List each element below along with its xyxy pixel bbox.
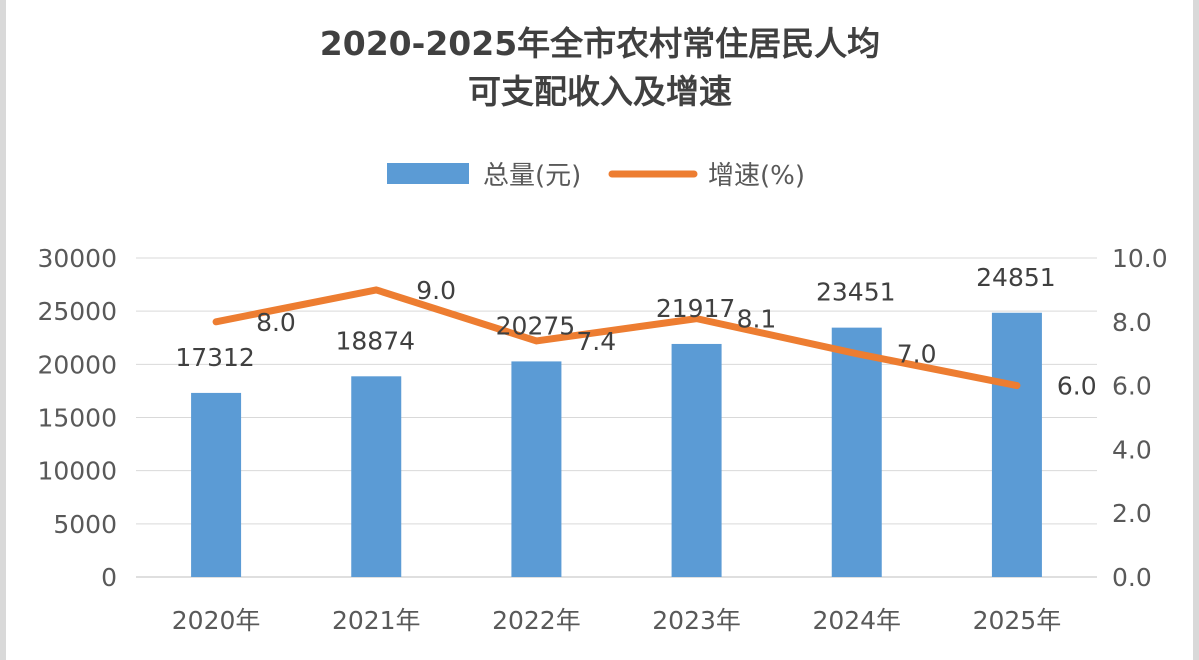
y-left-tick-label: 20000 [37, 350, 117, 379]
bar-value-label: 23451 [816, 278, 896, 307]
y-left-tick-label: 15000 [37, 404, 117, 433]
bar-value-label: 18874 [335, 326, 415, 355]
y-left-tick-label: 0 [101, 563, 117, 592]
y-right-tick-label: 2.0 [1112, 499, 1152, 528]
y-right-tick-label: 4.0 [1112, 435, 1152, 464]
bar-series [191, 312, 1042, 577]
line-value-label: 8.1 [737, 305, 777, 334]
legend-line-label: 增速(%) [708, 161, 805, 191]
bar-data-labels: 17312 18874 20275 21917 23451 24851 [175, 263, 1055, 372]
bar [991, 312, 1042, 577]
line-series [212, 286, 1021, 390]
bar [351, 376, 402, 577]
line-value-label: 8.0 [256, 308, 296, 337]
line-value-label: 9.0 [416, 276, 456, 305]
x-tick-label: 2024年 [812, 606, 901, 635]
y-right-tick-label: 6.0 [1112, 372, 1152, 401]
bar [671, 343, 722, 577]
bar-value-label: 24851 [976, 263, 1056, 292]
y-left-tick-label: 25000 [37, 297, 117, 326]
y-right-tick-label: 0.0 [1112, 563, 1152, 592]
line-value-label: 7.0 [897, 340, 937, 369]
bar-value-label: 17312 [175, 343, 255, 372]
x-tick-label: 2025年 [973, 606, 1062, 635]
y-axis-left: 0 5000 10000 15000 20000 25000 30000 [37, 244, 117, 592]
chart-title-line2: 可支配收入及增速 [468, 72, 732, 111]
y-axis-right: 0.0 2.0 4.0 6.0 8.0 10.0 [1112, 244, 1168, 592]
y-right-tick-label: 8.0 [1112, 308, 1152, 337]
line-data-labels: 8.0 9.0 7.4 8.1 7.0 6.0 [256, 276, 1097, 401]
bar [191, 392, 242, 577]
y-left-tick-label: 5000 [53, 510, 117, 539]
bar-value-label: 21917 [656, 294, 736, 323]
gridlines [136, 257, 1097, 578]
line-value-label: 6.0 [1057, 372, 1097, 401]
x-tick-label: 2020年 [172, 606, 261, 635]
chart-title-line1: 2020-2025年全市农村常住居民人均 [320, 24, 880, 63]
x-tick-label: 2023年 [652, 606, 741, 635]
bar [511, 361, 562, 577]
legend-bar-label: 总量(元) [483, 161, 581, 191]
legend-bar-swatch [387, 163, 469, 184]
line-value-label: 7.4 [576, 327, 616, 356]
x-axis: 2020年 2021年 2022年 2023年 2024年 2025年 [172, 606, 1061, 635]
bar [831, 327, 882, 577]
bar-value-label: 20275 [496, 311, 576, 340]
x-tick-label: 2021年 [332, 606, 421, 635]
x-tick-label: 2022年 [492, 606, 581, 635]
growth-line [212, 286, 1021, 390]
y-left-tick-label: 10000 [37, 457, 117, 486]
y-left-tick-label: 30000 [37, 244, 117, 273]
y-right-tick-label: 10.0 [1112, 244, 1168, 273]
